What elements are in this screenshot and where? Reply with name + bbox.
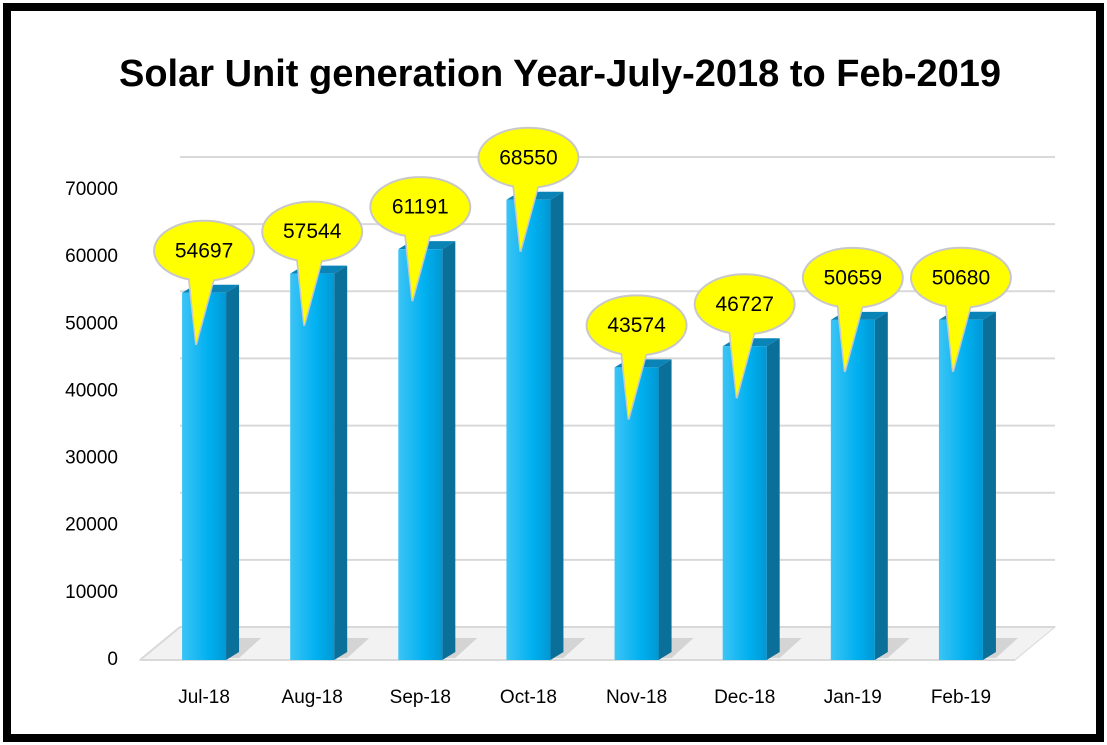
data-label: 61191 — [392, 196, 449, 219]
bar-side — [226, 284, 240, 660]
x-tick-label: Nov-18 — [606, 687, 667, 708]
x-tick-label: Aug-18 — [282, 687, 343, 708]
callout — [297, 253, 324, 324]
y-tick-label: 10000 — [65, 582, 118, 603]
callout — [729, 326, 756, 397]
callout — [513, 179, 540, 250]
chart-title: Solar Unit generation Year-July-2018 to … — [119, 53, 1001, 95]
axis-line — [139, 626, 181, 661]
bar-side — [550, 191, 564, 660]
bar-side — [982, 311, 996, 660]
data-label: 54697 — [175, 239, 233, 262]
x-tick-label: Oct-18 — [500, 687, 557, 708]
bar-side — [658, 359, 672, 660]
x-tick-label: Jan-19 — [824, 687, 882, 708]
data-label: 50659 — [824, 266, 882, 289]
data-label: 46727 — [715, 293, 773, 316]
data-label: 50680 — [932, 266, 990, 289]
y-tick-label: 30000 — [65, 448, 118, 469]
x-tick-label: Sep-18 — [390, 687, 451, 708]
floor — [138, 626, 1057, 661]
y-tick-label: 60000 — [65, 246, 118, 267]
bar-side — [334, 265, 348, 660]
callout — [945, 299, 972, 370]
bar — [614, 367, 659, 660]
bar — [830, 319, 875, 660]
data-label: 43574 — [607, 314, 666, 337]
bar — [290, 273, 335, 660]
data-label: 57544 — [283, 220, 342, 243]
bar — [722, 346, 767, 660]
bar-side — [442, 241, 456, 660]
data-label: 68550 — [499, 146, 557, 169]
x-tick-label: Feb-19 — [931, 687, 991, 708]
y-tick-label: 0 — [107, 649, 118, 670]
callout — [621, 347, 648, 418]
bar-side — [766, 338, 780, 660]
y-tick-label: 70000 — [65, 179, 118, 200]
y-tick-label: 50000 — [65, 313, 118, 334]
x-tick-label: Dec-18 — [714, 687, 775, 708]
bar — [398, 249, 443, 660]
y-tick-label: 40000 — [65, 380, 118, 401]
bar-side — [874, 311, 888, 660]
bar — [506, 199, 551, 660]
callout — [837, 299, 864, 370]
callout — [189, 272, 216, 343]
bar — [182, 292, 227, 660]
bar — [938, 319, 983, 660]
x-tick-label: Jul-18 — [178, 687, 230, 708]
y-tick-label: 20000 — [65, 515, 118, 536]
callout — [405, 229, 432, 300]
